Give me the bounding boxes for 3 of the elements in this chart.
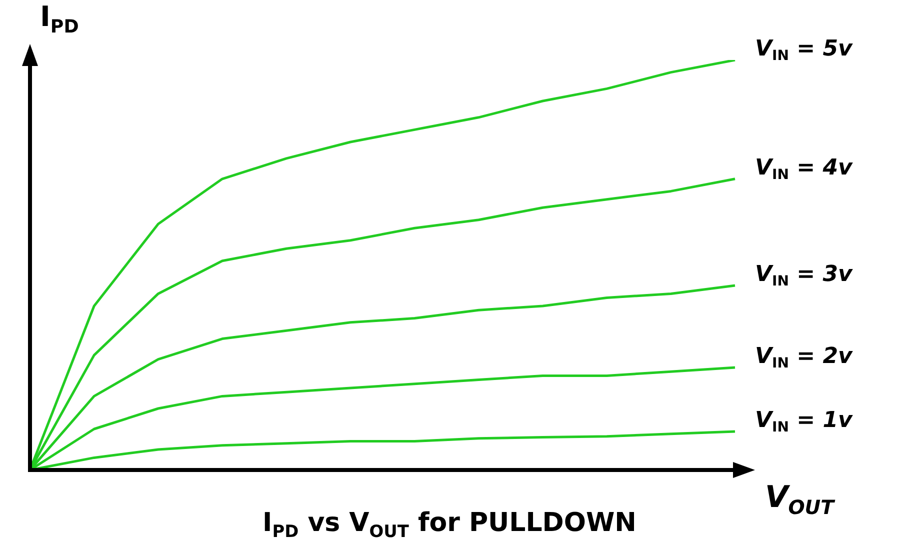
text: I$_{PD}$ vs V$_{OUT}$ for PULLDOWN xyxy=(262,508,636,542)
y-axis-title: I$_{PD}$ xyxy=(40,0,79,38)
x-axis-title: V$_{OUT}$ xyxy=(765,480,834,519)
